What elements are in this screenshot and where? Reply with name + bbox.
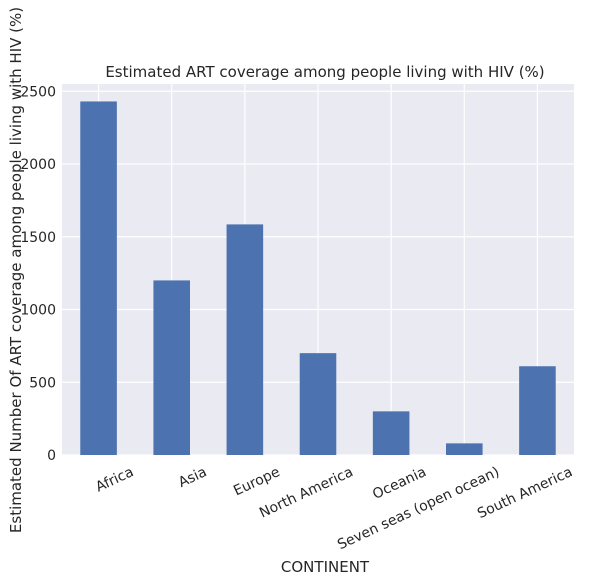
x-tick-label: Africa	[93, 464, 136, 495]
y-tick-label: 0	[47, 448, 56, 464]
bar-oceania	[372, 411, 410, 455]
y-tick-label: 2500	[20, 84, 56, 100]
y-tick-label: 500	[29, 375, 56, 391]
y-axis-ticks: 0 500 1000 1500 2000 2500	[20, 84, 56, 464]
y-tick-label: 1000	[20, 303, 56, 319]
bar-europe	[226, 224, 264, 455]
x-axis-label: CONTINENT	[281, 558, 370, 576]
x-tick-label: Europe	[231, 464, 282, 499]
bar-north-america	[299, 353, 337, 455]
x-tick-label: Asia	[176, 464, 209, 491]
y-tick-label: 1500	[20, 230, 56, 246]
y-axis-label: Estimated Number Of ART coverage among p…	[7, 7, 25, 533]
chart-title: Estimated ART coverage among people livi…	[105, 63, 544, 81]
bar-south-america	[519, 366, 556, 455]
bar-africa	[80, 101, 117, 455]
bars	[80, 101, 556, 455]
x-tick-label: Oceania	[370, 464, 429, 503]
bar-seven-seas-open-ocean	[446, 443, 483, 455]
bar-asia	[153, 280, 190, 455]
y-tick-label: 2000	[20, 157, 56, 173]
